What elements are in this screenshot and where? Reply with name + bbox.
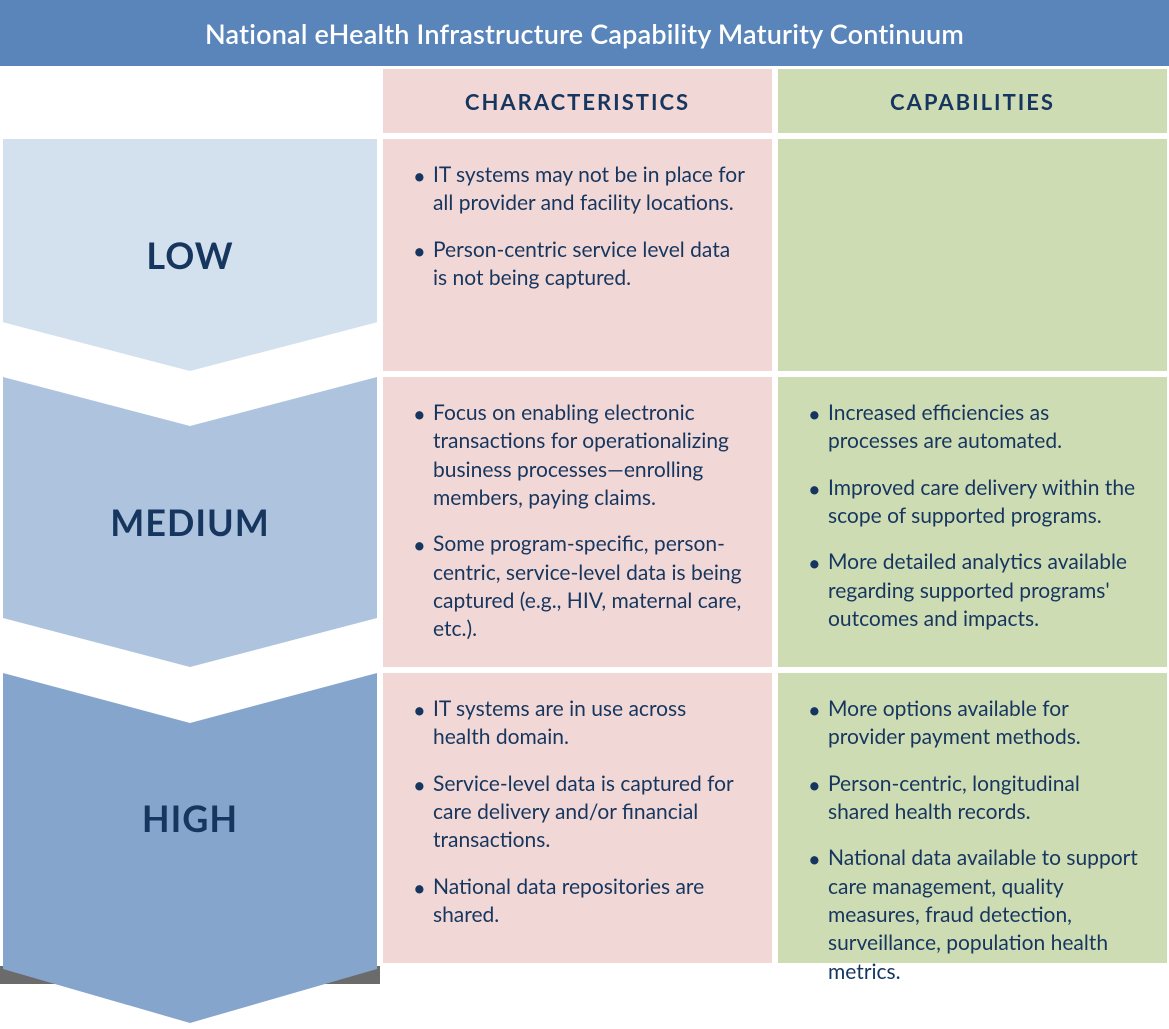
- low-characteristics-list: IT systems may not be in place for all p…: [409, 161, 746, 292]
- list-item: Service-level data is captured for care …: [409, 770, 746, 855]
- medium-characteristics-list: Focus on enabling electronic transaction…: [409, 399, 746, 644]
- list-item: National data available to support care …: [804, 844, 1141, 986]
- high-capabilities-list: More options available for provider paym…: [804, 695, 1141, 986]
- grid: CHARACTERISTICS CAPABILITIES LOW IT syst…: [0, 66, 1169, 966]
- maturity-continuum: National eHealth Infrastructure Capabili…: [0, 0, 1169, 966]
- high-characteristics: IT systems are in use across health doma…: [380, 670, 775, 966]
- list-item: IT systems are in use across health doma…: [409, 695, 746, 752]
- list-item: Improved care delivery within the scope …: [804, 474, 1141, 531]
- level-medium-label: MEDIUM: [110, 500, 270, 544]
- list-item: IT systems may not be in place for all p…: [409, 161, 746, 218]
- title-bar: National eHealth Infrastructure Capabili…: [0, 0, 1169, 66]
- medium-capabilities-list: Increased efficiencies as processes are …: [804, 399, 1141, 633]
- level-high-chevron: HIGH: [0, 670, 380, 966]
- high-capabilities: More options available for provider paym…: [775, 670, 1169, 966]
- col-head-capabilities-label: CAPABILITIES: [890, 88, 1055, 115]
- col-head-capabilities: CAPABILITIES: [775, 66, 1169, 136]
- list-item: More options available for provider paym…: [804, 695, 1141, 752]
- col-head-characteristics-label: CHARACTERISTICS: [465, 88, 690, 115]
- medium-characteristics: Focus on enabling electronic transaction…: [380, 374, 775, 670]
- low-characteristics: IT systems may not be in place for all p…: [380, 136, 775, 374]
- level-high-label: HIGH: [142, 796, 238, 840]
- col-head-characteristics: CHARACTERISTICS: [380, 66, 775, 136]
- list-item: National data repositories are shared.: [409, 873, 746, 930]
- medium-capabilities: Increased efficiencies as processes are …: [775, 374, 1169, 670]
- level-low-chevron: LOW: [0, 136, 380, 374]
- list-item: More detailed analytics available regard…: [804, 548, 1141, 633]
- high-characteristics-list: IT systems are in use across health doma…: [409, 695, 746, 929]
- list-item: Person-centric, longitudinal shared heal…: [804, 770, 1141, 827]
- list-item: Some program-specific, person-centric, s…: [409, 530, 746, 643]
- list-item: Focus on enabling electronic transaction…: [409, 399, 746, 512]
- header-spacer: [0, 66, 380, 136]
- low-capabilities: [775, 136, 1169, 374]
- level-medium-chevron: MEDIUM: [0, 374, 380, 670]
- level-low-label: LOW: [146, 233, 233, 277]
- title-text: National eHealth Infrastructure Capabili…: [205, 17, 964, 50]
- chevron-icon: [3, 673, 377, 1023]
- list-item: Increased efficiencies as processes are …: [804, 399, 1141, 456]
- list-item: Person-centric service level data is not…: [409, 236, 746, 293]
